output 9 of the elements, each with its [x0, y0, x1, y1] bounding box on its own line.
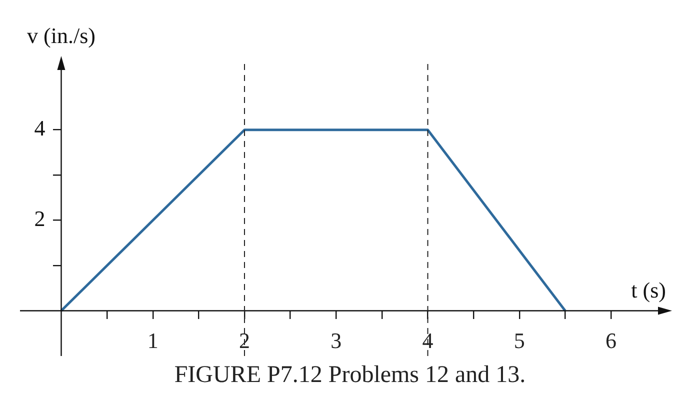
- x-tick-label: 3: [330, 328, 342, 353]
- x-tick-label: 5: [514, 328, 525, 353]
- x-axis-title: t (s): [631, 278, 666, 303]
- x-tick-label: 1: [147, 328, 158, 353]
- y-axis-title: v (in./s): [27, 22, 96, 48]
- caption: FIGURE P7.12 Problems 12 and 13.: [173, 362, 527, 389]
- x-tick-label: 4: [422, 328, 434, 353]
- x-tick-label: 6: [606, 328, 617, 353]
- x-tick-label: 2: [238, 328, 250, 353]
